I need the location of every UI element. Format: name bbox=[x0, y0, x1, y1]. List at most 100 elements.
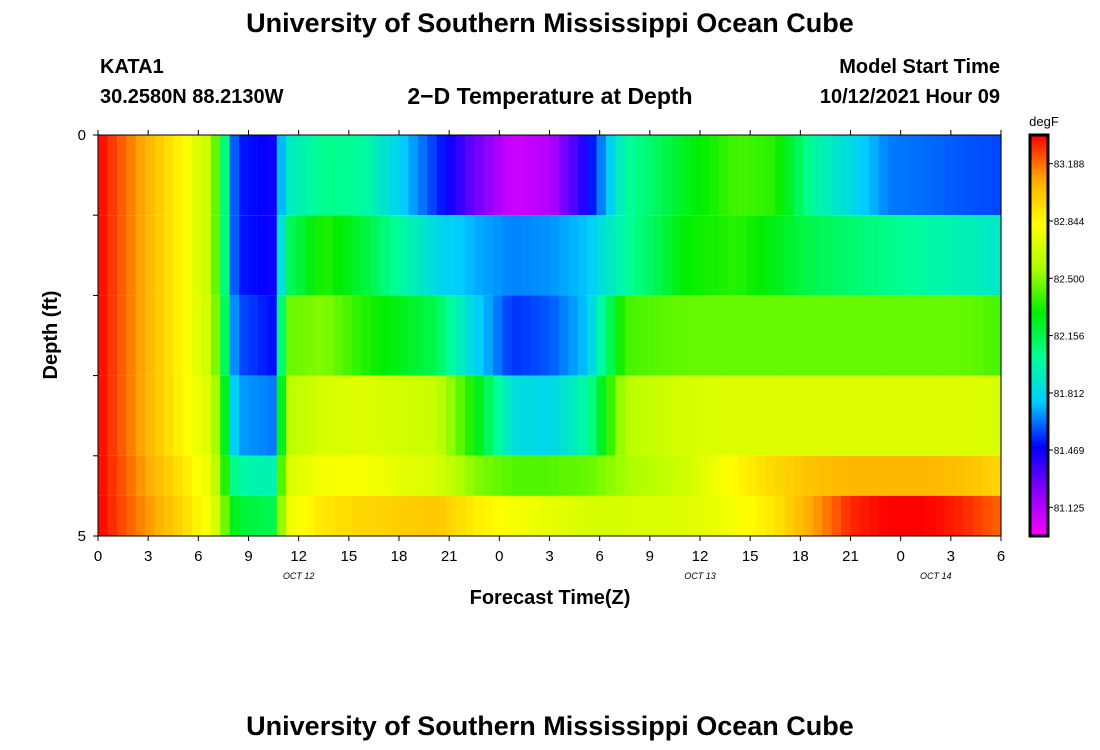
heatmap-cell bbox=[333, 215, 344, 296]
x-axis-tick-label: 21 bbox=[441, 548, 458, 565]
heatmap-cell bbox=[944, 295, 955, 376]
heatmap-cell bbox=[822, 375, 833, 456]
heatmap-cell bbox=[182, 455, 193, 496]
heatmap-cell bbox=[803, 455, 814, 496]
heatmap-cell bbox=[700, 375, 711, 456]
heatmap-cell bbox=[859, 215, 870, 296]
heatmap-cell bbox=[220, 495, 231, 536]
heatmap-cell bbox=[192, 295, 203, 376]
x-axis-tick-label: 3 bbox=[947, 548, 955, 565]
heatmap-cell bbox=[474, 455, 485, 496]
heatmap-cell bbox=[634, 135, 645, 216]
heatmap-cell bbox=[728, 455, 739, 496]
heatmap-cell bbox=[784, 135, 795, 216]
heatmap-cell bbox=[389, 495, 400, 536]
heatmap-cell bbox=[521, 295, 532, 376]
heatmap-cell bbox=[972, 135, 983, 216]
heatmap-cell bbox=[982, 375, 993, 456]
heatmap-cell bbox=[568, 375, 579, 456]
heatmap-cell bbox=[549, 295, 560, 376]
heatmap-cell bbox=[502, 495, 513, 536]
colorbar-tick-label: 83.188 bbox=[1054, 160, 1085, 171]
heatmap-cell bbox=[549, 215, 560, 296]
heatmap-cell bbox=[163, 455, 174, 496]
heatmap-cell bbox=[605, 135, 616, 216]
heatmap-cell bbox=[982, 455, 993, 496]
heatmap-cell bbox=[98, 455, 109, 496]
heatmap-cell bbox=[239, 495, 250, 536]
heatmap-cell bbox=[163, 295, 174, 376]
heatmap-cell bbox=[596, 455, 607, 496]
heatmap-cell bbox=[634, 455, 645, 496]
heatmap-cell bbox=[972, 455, 983, 496]
x-axis-tick-label: 3 bbox=[144, 548, 152, 565]
heatmap-cell bbox=[192, 215, 203, 296]
heatmap-cell bbox=[220, 295, 231, 376]
heatmap-cell bbox=[587, 215, 598, 296]
heatmap-cell bbox=[540, 455, 551, 496]
heatmap-cell bbox=[906, 215, 917, 296]
colorbar-unit: degF bbox=[1029, 114, 1059, 129]
y-axis-label: Depth (ft) bbox=[40, 291, 62, 380]
heatmap-cell bbox=[963, 375, 974, 456]
heatmap-cell bbox=[267, 135, 278, 216]
heatmap-cell bbox=[972, 215, 983, 296]
heatmap-cell bbox=[897, 215, 908, 296]
heatmap-cell bbox=[859, 375, 870, 456]
heatmap-cell bbox=[257, 375, 268, 456]
heatmap-cell bbox=[361, 455, 372, 496]
heatmap-cell bbox=[314, 495, 325, 536]
heatmap-cell bbox=[436, 455, 447, 496]
heatmap-cell bbox=[765, 375, 776, 456]
x-axis-tick-label: 21 bbox=[842, 548, 859, 565]
heatmap-cell bbox=[549, 455, 560, 496]
heatmap-cell bbox=[982, 295, 993, 376]
heatmap-cell bbox=[295, 215, 306, 296]
heatmap-cell bbox=[765, 215, 776, 296]
heatmap-cell bbox=[182, 215, 193, 296]
heatmap-cell bbox=[756, 375, 767, 456]
heatmap-cell bbox=[794, 455, 805, 496]
heatmap-cell bbox=[483, 375, 494, 456]
heatmap-cell bbox=[972, 495, 983, 536]
colorbar: degF 83.188 82.844 82.500 82.156 81.812 81.46… bbox=[1028, 114, 1085, 538]
heatmap-cell bbox=[521, 455, 532, 496]
heatmap-cell bbox=[577, 295, 588, 376]
heatmap-cell bbox=[709, 495, 720, 536]
heatmap-cell bbox=[248, 135, 259, 216]
heatmap-cell bbox=[98, 295, 109, 376]
heatmap-cell bbox=[596, 375, 607, 456]
heatmap-cell bbox=[803, 375, 814, 456]
heatmap-cell bbox=[173, 135, 184, 216]
heatmap-cell bbox=[765, 135, 776, 216]
heatmap-cell bbox=[210, 295, 221, 376]
heatmap-cell bbox=[775, 375, 786, 456]
heatmap-cell bbox=[671, 455, 682, 496]
heatmap-cell bbox=[558, 295, 569, 376]
heatmap-cell bbox=[596, 215, 607, 296]
heatmap-cell bbox=[314, 375, 325, 456]
heatmap-cell bbox=[314, 135, 325, 216]
heatmap-cell bbox=[953, 135, 964, 216]
heatmap-cell bbox=[314, 455, 325, 496]
y-axis: 05 bbox=[78, 127, 98, 545]
heatmap-cell bbox=[135, 215, 146, 296]
x-axis-tick-label: 18 bbox=[391, 548, 408, 565]
heatmap-cell bbox=[756, 295, 767, 376]
heatmap-cell bbox=[210, 135, 221, 216]
heatmap-cell bbox=[869, 455, 880, 496]
heatmap-cell bbox=[276, 295, 287, 376]
heatmap-cell bbox=[483, 455, 494, 496]
x-axis-label: Forecast Time(Z) bbox=[470, 587, 631, 609]
heatmap-cell bbox=[333, 455, 344, 496]
heatmap-cell bbox=[850, 455, 861, 496]
heatmap-cell bbox=[577, 375, 588, 456]
heatmap-cell bbox=[822, 495, 833, 536]
heatmap-cell bbox=[436, 295, 447, 376]
heatmap-cell bbox=[822, 455, 833, 496]
heatmap-cell bbox=[511, 215, 522, 296]
heatmap-cell bbox=[690, 375, 701, 456]
heatmap-cell bbox=[652, 495, 663, 536]
heatmap-cell bbox=[643, 495, 654, 536]
heatmap-cell bbox=[399, 135, 410, 216]
